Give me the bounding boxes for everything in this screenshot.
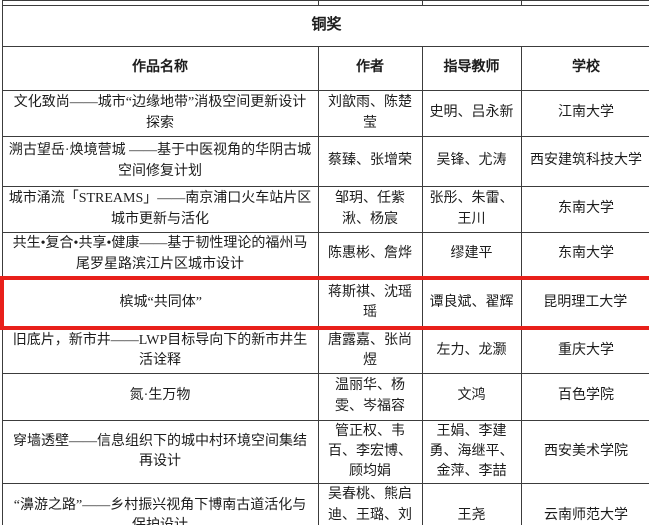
column-header-authors: 作者 [317,46,423,91]
table-row: 氮·生万物 温丽华、杨雯、岑福容 文鸿 百色学院 [1,372,649,421]
authors-cell: 蔡臻、张增荣 [317,136,423,187]
work-name-cell: 旧底片，新市井——LWP目标导向下的新市井生活诠释 [1,327,319,374]
authors-cell: 吴春桃、熊启迪、王璐、刘月媛 [317,483,423,525]
school-cell: 云南师范大学 [520,483,649,525]
table-row: 共生•复合•共享•健康——基于韧性理论的福州马尾罗星路滨江片区城市设计 陈惠彬、… [1,232,649,279]
teachers-cell: 史明、吕永新 [421,90,522,137]
school-cell: 东南大学 [520,232,649,279]
table-row: 旧底片，新市井——LWP目标导向下的新市井生活诠释 唐露嘉、张尚煜 左力、龙灏 … [1,327,649,374]
table-row: 槟城“共同体” 蒋斯祺、沈瑶瑶 谭良斌、翟辉 昆明理工大学 [0,276,649,330]
authors-cell: 陈惠彬、詹烨 [317,232,423,279]
teachers-cell: 王娟、李建勇、海继平、金萍、李喆 [421,419,522,485]
authors-cell: 蒋斯祺、沈瑶瑶 [317,276,423,330]
work-name-cell: 文化致尚——城市“边缘地带”消极空间更新设计探索 [1,90,319,137]
column-header-school: 学校 [520,46,649,91]
work-name-cell: 溯古望岳·焕境营城 ——基于中医视角的华阴古城空间修复计划 [1,136,319,187]
work-name-cell: 穿墙透壁——信息组织下的城中村环境空间集结再设计 [1,419,319,485]
table-row: “濞游之路”——乡村振兴视角下博南古道活化与保护设计 吴春桃、熊启迪、王璐、刘月… [1,483,649,525]
table-row: 穿墙透壁——信息组织下的城中村环境空间集结再设计 管正权、韦百、李宏博、顾均娟 … [1,419,649,485]
authors-cell: 温丽华、杨雯、岑福容 [317,372,423,421]
school-cell: 昆明理工大学 [520,276,649,330]
table-row: 文化致尚——城市“边缘地带”消极空间更新设计探索 刘歆雨、陈楚莹 史明、吕永新 … [1,90,649,137]
award-section-title: 铜奖 [1,5,649,47]
work-name-cell: 槟城“共同体” [0,276,319,330]
school-cell: 江南大学 [520,90,649,137]
authors-cell: 管正权、韦百、李宏博、顾均娟 [317,419,423,485]
work-name-cell: 城市涌流「STREAMS」——南京浦口火车站片区城市更新与活化 [1,186,319,233]
work-name-cell: 共生•复合•共享•健康——基于韧性理论的福州马尾罗星路滨江片区城市设计 [1,232,319,279]
work-name-cell: 氮·生万物 [1,372,319,421]
school-cell: 百色学院 [520,372,649,421]
teachers-cell: 缪建平 [421,232,522,279]
school-cell: 西安美术学院 [520,419,649,485]
authors-cell: 唐露嘉、张尚煜 [317,327,423,374]
column-header-work-name: 作品名称 [1,46,319,91]
school-cell: 东南大学 [520,186,649,233]
authors-cell: 刘歆雨、陈楚莹 [317,90,423,137]
teachers-cell: 王尧 [421,483,522,525]
teachers-cell: 张彤、朱雷、王川 [421,186,522,233]
award-section-row: 铜奖 [1,5,649,47]
teachers-cell: 左力、龙灏 [421,327,522,374]
authors-cell: 邹玥、任紫湫、杨宸 [317,186,423,233]
table-header-row: 作品名称 作者 指导教师 学校 [1,46,649,91]
teachers-cell: 文鸿 [421,372,522,421]
school-cell: 西安建筑科技大学 [520,136,649,187]
teachers-cell: 谭良斌、翟辉 [421,276,522,330]
table-row: 溯古望岳·焕境营城 ——基于中医视角的华阴古城空间修复计划 蔡臻、张增荣 吴锋、… [1,136,649,187]
column-header-teachers: 指导教师 [421,46,522,91]
teachers-cell: 吴锋、尤涛 [421,136,522,187]
table-row: 城市涌流「STREAMS」——南京浦口火车站片区城市更新与活化 邹玥、任紫湫、杨… [1,186,649,233]
school-cell: 重庆大学 [520,327,649,374]
work-name-cell: “濞游之路”——乡村振兴视角下博南古道活化与保护设计 [1,483,319,525]
